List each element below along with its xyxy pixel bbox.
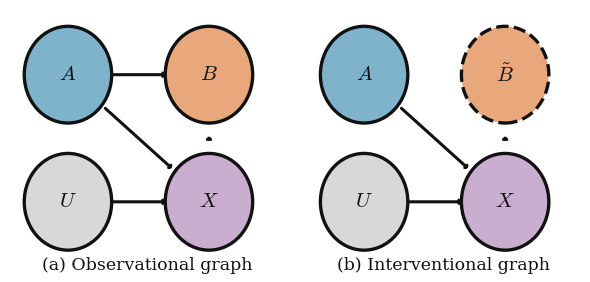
Text: $U$: $U$ [355, 192, 373, 211]
Ellipse shape [165, 26, 253, 123]
Text: $A$: $A$ [356, 65, 373, 84]
Text: $U$: $U$ [59, 192, 77, 211]
Ellipse shape [24, 26, 112, 123]
Text: $A$: $A$ [60, 65, 77, 84]
Ellipse shape [461, 153, 549, 250]
Ellipse shape [320, 26, 408, 123]
Text: $\tilde{B}$: $\tilde{B}$ [496, 63, 514, 86]
Ellipse shape [24, 153, 112, 250]
Text: $X$: $X$ [495, 192, 515, 211]
Text: $B$: $B$ [200, 65, 218, 84]
Text: (a) Observational graph: (a) Observational graph [42, 257, 252, 274]
Text: (b) Interventional graph: (b) Interventional graph [336, 257, 549, 274]
Ellipse shape [165, 153, 253, 250]
Ellipse shape [461, 26, 549, 123]
Text: $X$: $X$ [199, 192, 219, 211]
Ellipse shape [320, 153, 408, 250]
